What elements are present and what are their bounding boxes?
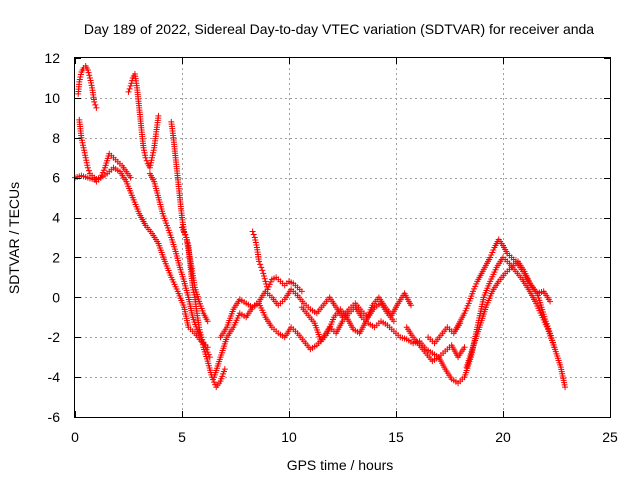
data-point [125,88,132,95]
data-point [91,98,98,105]
x-tick-label: 0 [71,429,79,445]
data-point [298,288,305,295]
x-tick-label: 5 [178,429,186,445]
data-point [86,72,93,79]
data-point [259,267,266,274]
data-point [204,318,211,325]
data-point [85,167,92,174]
data-point [457,320,464,327]
data-point [390,318,397,325]
data-point [261,275,268,282]
x-tick-label: 15 [388,429,404,445]
data-point [84,66,91,73]
data-point [547,298,554,305]
y-tick-label: 8 [52,130,60,146]
data-point [142,154,149,161]
data-point [562,384,569,391]
data-point [127,174,134,181]
data-point [84,164,91,171]
x-tick-label: 25 [602,429,618,445]
data-point [92,101,99,108]
chart-title: Day 189 of 2022, Sidereal Day-to-day VTE… [84,21,594,37]
data-point [93,104,100,111]
data-point [257,261,264,268]
data-point [551,344,558,351]
y-tick-label: -4 [48,369,61,385]
y-tick-label: 12 [44,50,60,66]
y-tick-label: 0 [52,289,60,305]
y-tick-label: -2 [48,329,61,345]
data-point [261,273,268,280]
data-point [249,228,256,235]
x-axis-title: GPS time / hours [287,457,394,473]
data-points [72,62,569,391]
y-tick-label: 6 [52,170,60,186]
data-point [461,344,468,351]
data-point [262,278,269,285]
tick-labels: 0 5 10 15 20 25 -6 -4 -2 0 2 4 6 8 10 12 [44,50,618,445]
data-point [258,264,265,271]
tick-marks [75,58,611,418]
data-point [407,302,414,309]
data-point [126,85,133,92]
data-point [260,270,267,277]
data-point [85,69,92,76]
y-tick-label: 10 [44,90,60,106]
y-tick-label: -6 [48,409,61,425]
y-tick-label: 2 [52,249,60,265]
data-point [250,231,257,238]
plot-frame [74,57,611,418]
data-point [256,258,263,265]
data-point [155,112,162,119]
x-tick-label: 20 [495,429,511,445]
y-axis-title: SDTVAR / TECUs [6,182,22,294]
data-point [221,366,228,373]
data-point [127,82,134,89]
grid [75,58,610,417]
x-tick-label: 10 [281,429,297,445]
y-tick-label: 4 [52,210,60,226]
